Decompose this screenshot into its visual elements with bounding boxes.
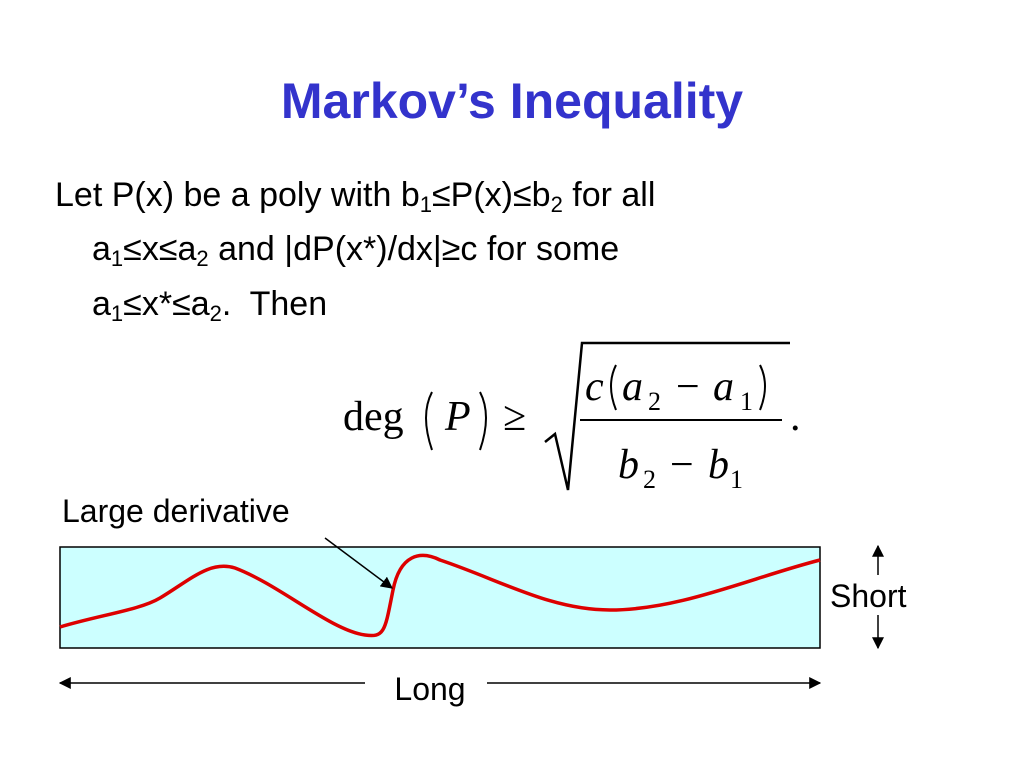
paren [610,364,617,411]
minus: − [670,442,694,488]
text-run: Let P(x) be a poly with b [55,176,420,214]
callout-label: Large derivative [62,493,290,529]
text-run: a [92,285,111,323]
text-run: and |dP(x*)/dx|≥c for some [208,230,620,268]
term-base: a [622,364,643,410]
term-base: b [708,442,729,488]
paren [759,364,766,411]
sqrt-sign [544,341,790,491]
term-sub: 1 [740,387,753,416]
body-line: Let P(x) be a poly with b1≤P(x)≤b2 for a… [55,176,656,217]
subscript: 2 [550,192,563,217]
subscript: 2 [209,301,222,326]
minus: − [676,364,700,410]
text-run: ≤x≤a [123,230,197,268]
callout-arrow [324,537,393,589]
subscript: 1 [110,246,124,271]
paren [425,391,433,451]
subscript: 2 [196,246,209,271]
subscript: 1 [110,301,124,326]
term-base: b [618,442,639,488]
term-base: a [713,364,734,410]
term-sub: 1 [730,465,743,494]
numerator-coef: c [585,364,604,410]
subscript: 1 [419,192,432,217]
term-sub: 2 [648,387,661,416]
formula-relation: ≥ [503,394,526,440]
formula-arg: P [444,394,471,440]
slide-title: Markov’s Inequality [280,73,744,129]
text-run: ≤x*≤a [123,285,210,323]
plot-box [59,546,821,649]
term-sub: 2 [643,465,656,494]
polynomial-curve [59,553,821,638]
height-label: Short [830,578,907,614]
text-run: . Then [221,285,328,323]
paren [479,391,487,451]
text-run: ≤P(x)≤b [432,176,551,214]
text-run: for all [562,176,656,214]
formula-func: deg [343,394,404,440]
body-line: a1≤x*≤a2. Then [92,285,328,326]
text-run: a [92,230,111,268]
formula-end: . [790,394,801,440]
width-label: Long [394,671,465,707]
body-line: a1≤x≤a2 and |dP(x*)/dx|≥c for some [92,230,620,271]
